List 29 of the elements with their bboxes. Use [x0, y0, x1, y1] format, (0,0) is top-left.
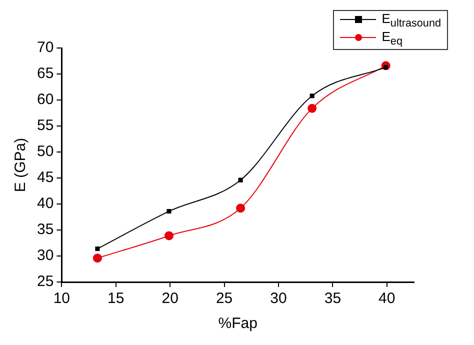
x-axis-title: %Fap — [218, 315, 258, 332]
point — [95, 246, 100, 251]
y-tick-label: 25 — [36, 273, 54, 290]
x-tick-label: 25 — [216, 290, 233, 308]
x-tick-label: 15 — [108, 290, 124, 308]
x-tick-label: 20 — [162, 290, 178, 308]
point — [310, 94, 314, 98]
point — [92, 254, 102, 263]
y-tick-label: 65 — [36, 65, 54, 82]
legend-label: E$_{ultrasound}$ — [382, 10, 441, 30]
y-tick-label: 70 — [36, 39, 54, 56]
x-tick-label: 30 — [270, 290, 287, 308]
legend-label: E$_{eq}$ — [382, 28, 402, 48]
point — [166, 209, 172, 214]
x-tick-label: 40 — [378, 290, 396, 308]
point — [238, 178, 243, 182]
point — [236, 204, 246, 213]
y-tick-label: 55 — [36, 117, 54, 134]
point — [164, 231, 174, 240]
point — [308, 104, 317, 113]
y-tick-label: 30 — [36, 247, 54, 264]
x-tick-label: 35 — [324, 290, 342, 308]
x-tick-label: 10 — [53, 290, 70, 308]
y-axis-title: E (GPa) — [12, 138, 30, 192]
y-tick-label: 45 — [36, 169, 54, 186]
y-tick-label: 35 — [36, 221, 54, 238]
y-tick-label: 50 — [36, 143, 54, 160]
y-tick-label: 40 — [36, 195, 54, 212]
y-tick-label: 60 — [36, 91, 54, 108]
